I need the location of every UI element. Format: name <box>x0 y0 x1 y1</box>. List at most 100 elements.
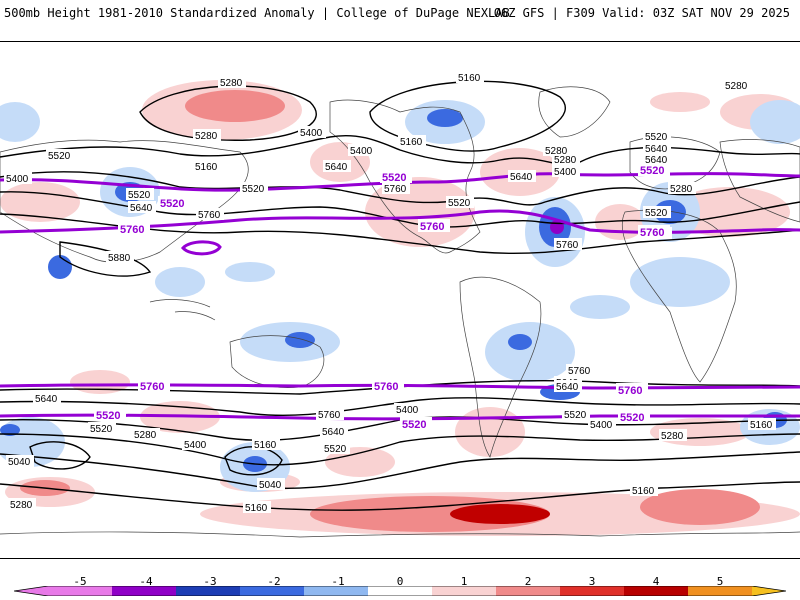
colorbar-segment <box>240 586 304 596</box>
negative-anomaly-region <box>0 424 20 436</box>
purple-contour-label: 5760 <box>140 381 164 393</box>
contour-5400-south <box>0 433 800 466</box>
colorbar-tick-label: 2 <box>524 575 532 588</box>
positive-anomaly-region <box>70 370 130 394</box>
purple-contour-5760-north <box>0 209 800 234</box>
colorbar-segment <box>112 586 176 596</box>
model-run-info: 06Z GFS | F309 Valid: 03Z SAT NOV 29 202… <box>493 6 790 20</box>
contour-label: 5280 <box>134 430 157 441</box>
map-title: 500mb Height 1981-2010 Standardized Anom… <box>4 6 510 20</box>
colorbar-cap-right <box>752 586 786 596</box>
colorbar-tick-label: 0 <box>396 575 404 588</box>
contour-label: 5160 <box>195 162 218 173</box>
contour-label: 5160 <box>632 486 655 497</box>
anomaly-shading <box>0 80 800 536</box>
contour-5400-north <box>0 135 800 166</box>
colorbar-tick-label: -4 <box>139 575 153 588</box>
contour-label: 5640 <box>645 155 668 166</box>
contour-label: 5880 <box>108 253 131 264</box>
contour-label: 5160 <box>400 137 423 148</box>
coastline-south-america <box>459 276 542 458</box>
purple-contour-label: 5520 <box>620 412 644 424</box>
colorbar-segment <box>304 586 368 596</box>
contour-label: 5520 <box>128 190 151 201</box>
contour-label: 5280 <box>661 431 684 442</box>
anomaly-colorbar <box>14 586 786 596</box>
contour-label: 5760 <box>318 410 341 421</box>
purple-contour-label: 5760 <box>120 224 144 236</box>
contour-label: 5760 <box>568 366 591 377</box>
coastline-antarctica <box>0 531 800 538</box>
colorbar-tick-label: 3 <box>588 575 596 588</box>
positive-anomaly-region <box>365 177 475 247</box>
negative-anomaly-region <box>0 102 40 142</box>
purple-contour-label: 5760 <box>420 221 444 233</box>
contour-label: 5280 <box>725 81 748 92</box>
contour-label: 5280 <box>545 146 568 157</box>
colorbar-tick-label: -3 <box>203 575 217 588</box>
coastline-australia <box>229 335 325 388</box>
coastline-asia-east <box>719 139 800 223</box>
black-contour-labels: 5280 5160 5280 5400 5280 5400 5160 5640 … <box>4 71 776 514</box>
contour-label: 5280 <box>10 500 33 511</box>
map-panel: 5280 5160 5280 5400 5280 5400 5160 5640 … <box>0 41 800 559</box>
contour-label: 5160 <box>458 73 481 84</box>
header: 500mb Height 1981-2010 Standardized Anom… <box>0 0 800 40</box>
purple-contour-label: 5520 <box>640 165 664 177</box>
positive-anomaly-region <box>185 90 285 122</box>
purple-contour-5520-north <box>0 172 800 192</box>
purple-contour-label: 5760 <box>640 227 664 239</box>
colorbar-tick-label: -2 <box>267 575 281 588</box>
anomaly-colorbar-labels: -5 -4 -3 -2 -1 0 1 2 3 4 5 <box>0 570 800 600</box>
contour-label: 5400 <box>184 440 207 451</box>
purple-contour-5880-ring <box>181 240 222 256</box>
coastline-africa <box>621 209 737 383</box>
negative-anomaly-region <box>48 255 72 279</box>
contour-label: 5640 <box>322 427 345 438</box>
contour-5160-south <box>0 481 800 511</box>
colorbar-segment <box>176 586 240 596</box>
contour-5040-south <box>29 441 91 470</box>
contour-label: 5640 <box>35 394 58 405</box>
coastlines <box>0 86 800 538</box>
coastline-asia <box>0 139 249 263</box>
purple-contour-label: 5520 <box>382 172 406 184</box>
contour-label: 5640 <box>645 144 668 155</box>
contour-label: 5520 <box>564 410 587 421</box>
negative-anomaly-region <box>630 257 730 307</box>
coastline-indonesia <box>149 299 216 321</box>
positive-anomaly-region <box>0 182 80 222</box>
colorbar-cap-left <box>14 586 48 596</box>
colorbar-segment <box>496 586 560 596</box>
contour-5520-north <box>0 171 800 206</box>
positive-anomaly-region <box>670 187 790 237</box>
purple-contour-label: 5760 <box>374 381 398 393</box>
negative-anomaly-region <box>485 322 575 382</box>
contour-label: 5280 <box>220 78 243 89</box>
contour-label: 5760 <box>384 184 407 195</box>
contour-label: 5520 <box>324 444 347 455</box>
contour-label: 5520 <box>48 151 71 162</box>
contour-label: 5640 <box>325 162 348 173</box>
positive-anomaly-region <box>640 489 760 525</box>
contour-5280-north <box>139 85 317 141</box>
purple-contour-label: 5520 <box>96 410 120 422</box>
negative-anomaly-region <box>225 262 275 282</box>
contour-label: 5520 <box>90 424 113 435</box>
negative-anomaly-region <box>427 109 463 127</box>
contour-5280-south <box>0 451 800 490</box>
contour-label: 5640 <box>510 172 533 183</box>
purple-contour-label: 5520 <box>402 419 426 431</box>
purple-contour-labels: 5520 5520 5760 5760 5520 5760 5520 5760 … <box>94 163 670 431</box>
purple-contour-label: 5760 <box>618 385 642 397</box>
colorbar-tick-label: 5 <box>716 575 724 588</box>
colorbar-segment <box>368 586 432 596</box>
coastline-greenland <box>538 86 611 138</box>
contour-label: 5400 <box>396 405 419 416</box>
contour-5040-south-2 <box>224 446 283 476</box>
contour-label: 5520 <box>242 184 265 195</box>
contour-label: 5400 <box>590 420 613 431</box>
contour-label: 5160 <box>245 503 268 514</box>
contour-label: 5160 <box>750 420 773 431</box>
contour-5640-south <box>0 397 800 417</box>
